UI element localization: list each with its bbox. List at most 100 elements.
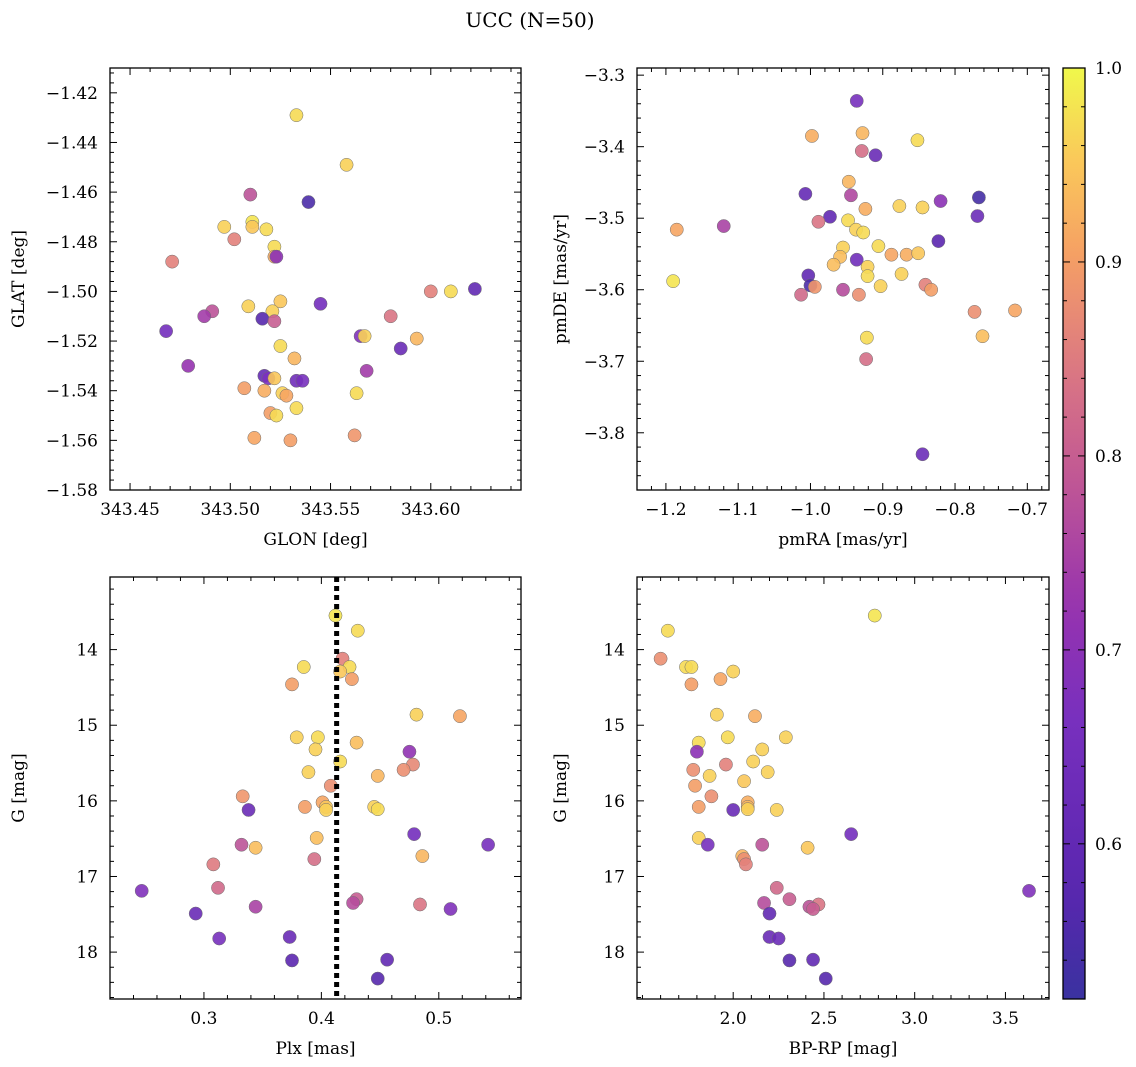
scatter-point xyxy=(380,952,394,967)
y-tick-label: 17 xyxy=(76,867,98,887)
x-tick-label: 343.55 xyxy=(301,500,360,520)
scatter-point xyxy=(867,608,882,623)
y-tick-label: −1.54 xyxy=(46,382,98,402)
scatter-point xyxy=(702,769,717,783)
colorbar-gradient xyxy=(1063,68,1085,999)
scatter-point xyxy=(197,309,212,324)
scatter-point xyxy=(245,220,260,234)
scatter-point xyxy=(818,971,833,986)
scatter-point xyxy=(805,129,819,143)
scatter-point xyxy=(349,386,364,401)
scatter-point xyxy=(267,371,282,386)
scatter-point xyxy=(669,222,684,237)
scatter-point xyxy=(339,157,354,172)
y-tick-label: −1.50 xyxy=(46,282,98,302)
y-tick-label: −3.6 xyxy=(584,281,625,301)
y-tick-label: −1.48 xyxy=(46,233,98,253)
scatter-point xyxy=(289,401,304,415)
x-tick-label: −0.9 xyxy=(862,500,903,520)
scatter-point xyxy=(273,339,288,353)
colorbar: 0.6 0.7 0.8 0.9 1.0 xyxy=(1062,59,1122,1000)
scatter-point xyxy=(347,428,362,443)
y-tick-label: −3.7 xyxy=(584,352,625,372)
scatter-point xyxy=(871,239,886,253)
scatter-point xyxy=(924,282,939,297)
scatter-point xyxy=(349,735,364,750)
scatter-point xyxy=(806,952,820,967)
panels: 343.45 343.50 343.55 343.60 −1.58 −1.56 −1.54 −… xyxy=(9,66,1050,1059)
scatter-point xyxy=(740,802,755,817)
x-tick-label: −1.0 xyxy=(790,500,831,520)
scatter-point xyxy=(453,709,467,724)
scatter-point xyxy=(760,765,775,779)
scatter-point xyxy=(688,778,702,793)
scatter-point xyxy=(933,194,948,208)
scatter-point xyxy=(782,892,797,907)
scatter-point xyxy=(666,274,680,288)
scatter-point xyxy=(769,880,784,895)
x-axis-label: BP-RP [mag] xyxy=(789,1039,898,1059)
scatter-point xyxy=(844,188,858,203)
scatter-point xyxy=(860,269,875,283)
scatter-points xyxy=(134,608,495,986)
scatter-point xyxy=(370,802,385,817)
y-tick-label: −1.56 xyxy=(46,431,98,451)
scatter-point xyxy=(782,953,797,968)
scatter-point xyxy=(931,234,946,248)
y-tick-label: 18 xyxy=(603,943,625,963)
panel-plx-g: 0.3 0.4 0.5 14 15 16 17 18 Plx [mas] G [mag] xyxy=(9,576,522,1059)
colorbar-frame xyxy=(1062,67,1086,1000)
scatter-point xyxy=(686,762,701,777)
colorbar-tick-label: 0.9 xyxy=(1095,253,1122,273)
scatter-point xyxy=(967,305,982,319)
scatter-point xyxy=(313,296,328,311)
scatter-point xyxy=(310,730,325,745)
scatter-point xyxy=(307,852,322,866)
scatter-point xyxy=(823,209,837,224)
x-tick-label: 343.60 xyxy=(401,500,460,520)
y-tick-label: −1.52 xyxy=(46,332,98,352)
scatter-point xyxy=(241,299,256,314)
scatter-point xyxy=(443,284,458,299)
scatter-point xyxy=(852,287,866,302)
scatter-point xyxy=(700,837,715,852)
scatter-point xyxy=(247,431,262,445)
axes-frame xyxy=(636,67,1050,491)
x-tick-label: 3.5 xyxy=(992,1009,1019,1029)
scatter-point xyxy=(762,906,777,921)
y-axis-label: G [mag] xyxy=(551,753,571,822)
scatter-points xyxy=(653,608,1036,986)
y-axis-label: G [mag] xyxy=(9,753,29,822)
scatter-point xyxy=(269,408,284,423)
scatter-point xyxy=(915,447,930,462)
axes-frame xyxy=(636,576,1050,1000)
scatter-point xyxy=(257,383,272,398)
scatter-point xyxy=(899,247,914,262)
figure-title: UCC (N=50) xyxy=(465,8,594,32)
scatter-point xyxy=(357,329,372,343)
scatter-point xyxy=(267,314,282,329)
scatter-point xyxy=(884,247,899,262)
scatter-point xyxy=(704,789,719,804)
scatter-point xyxy=(748,709,762,724)
scatter-point xyxy=(370,769,385,783)
scatter-point xyxy=(383,309,398,324)
scatter-point xyxy=(836,282,850,297)
scatter-point xyxy=(235,789,250,804)
colorbar-tick-label: 0.8 xyxy=(1095,447,1122,467)
y-tick-label: −1.46 xyxy=(46,183,98,203)
scatter-point xyxy=(396,762,411,777)
scatter-point xyxy=(719,757,733,772)
scatter-point xyxy=(868,148,883,163)
scatter-point xyxy=(409,707,424,722)
scatter-point xyxy=(346,896,360,910)
scatter-point xyxy=(319,803,333,817)
x-tick-label: 2.0 xyxy=(720,1009,747,1029)
scatter-point xyxy=(248,840,263,855)
scatter-point xyxy=(415,849,430,863)
scatter-point xyxy=(289,730,304,745)
x-tick-label: −0.7 xyxy=(1007,500,1048,520)
scatter-point xyxy=(273,294,288,309)
x-tick-label: 3.0 xyxy=(901,1009,928,1029)
